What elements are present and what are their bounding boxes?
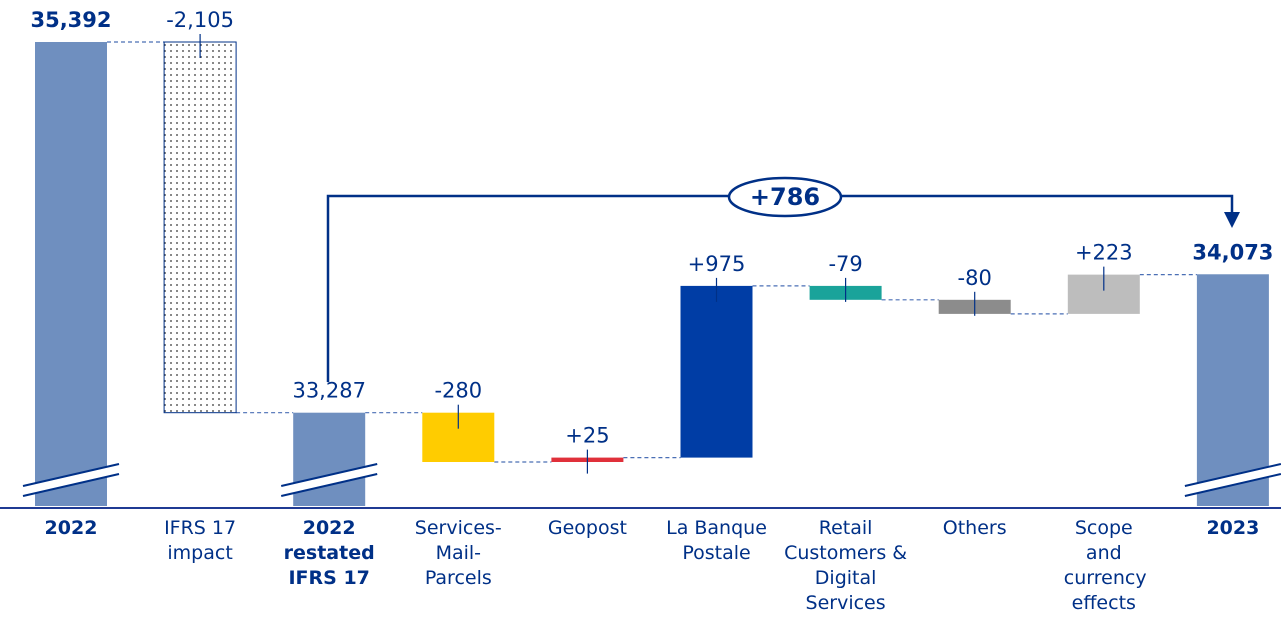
bar — [680, 285, 753, 458]
category-label: 2023 — [1206, 517, 1260, 539]
category-label: Services-Mail-Parcels — [414, 517, 502, 589]
bar — [35, 42, 107, 506]
value-label: -80 — [958, 266, 992, 290]
arrow — [1224, 212, 1240, 228]
annotation: +786 — [750, 183, 820, 211]
value-label: -2,105 — [166, 8, 234, 32]
annotation-oval — [727, 176, 843, 218]
category-label: Retail Customers & Digital Services — [784, 517, 908, 614]
category-label: 2022 restated IFRS 17 — [283, 517, 375, 589]
value-label: +975 — [688, 252, 746, 276]
category-label: Scope and currency effects — [1063, 517, 1147, 614]
value-label: -79 — [828, 252, 862, 276]
axis-break — [1184, 464, 1281, 496]
axis-break — [281, 464, 378, 496]
value-label: 33,287 — [292, 379, 365, 403]
category-label: IFRS 17 impact — [164, 517, 237, 564]
bar — [293, 412, 366, 506]
category-label: Others — [942, 517, 1007, 539]
bar — [163, 41, 237, 414]
axis-break-line — [280, 473, 378, 497]
value-label: +223 — [1075, 241, 1133, 265]
axis-break-line — [280, 463, 378, 487]
bar — [1196, 274, 1269, 506]
category-label: La Banque Postale — [666, 517, 767, 564]
axis-break-line — [22, 473, 120, 497]
value-label: -280 — [434, 379, 482, 403]
axis-break — [23, 464, 119, 496]
category-label: 2022 — [44, 517, 98, 539]
axis-break-line — [1184, 463, 1281, 487]
category-label: Geopost — [547, 517, 627, 539]
value-label: 34,073 — [1192, 240, 1273, 264]
value-label: +25 — [565, 424, 609, 448]
axis-break-line — [22, 463, 120, 487]
axis-break-line — [1184, 473, 1281, 497]
value-label: 35,392 — [30, 8, 111, 32]
